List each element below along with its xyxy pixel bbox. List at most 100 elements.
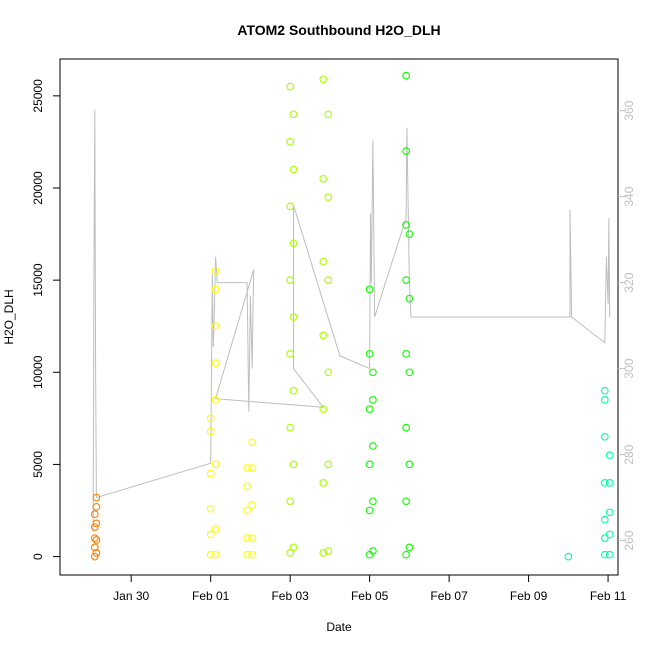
x-tick-label: Feb 11 [590,589,627,603]
data-point [286,138,295,146]
y2-tick-label: 320 [622,272,636,292]
data-point [402,423,410,432]
data-point [90,543,99,552]
data-point [369,442,377,450]
data-point [605,451,614,460]
data-point [92,536,101,544]
data-point [206,427,215,436]
data-point [211,460,220,469]
data-point [248,550,256,559]
y-tick-label: 15000 [31,263,45,297]
data-point [286,276,295,284]
data-point [564,552,573,561]
data-point [365,350,374,358]
data-point [243,550,251,559]
data-point [605,550,614,559]
data-point [211,359,220,367]
data-point [324,368,333,377]
y2-axis: 260 280 300 320 340 360 [618,100,636,551]
data-point [402,497,410,506]
data-point [600,515,609,524]
y-tick-label: 25000 [31,79,45,113]
series-4 [365,71,414,559]
y2-tick-label: 300 [622,358,636,378]
data-point [319,331,328,340]
data-point [405,294,414,303]
x-tick-label: Jan 30 [113,589,149,603]
y2-tick-label: 360 [622,100,636,120]
data-point [605,530,614,539]
data-point [402,276,410,284]
data-point [405,230,414,238]
data-point [211,322,220,331]
data-point [90,523,99,531]
data-point [365,506,374,515]
data-point [92,519,101,528]
x-tick-label: Feb 07 [430,589,468,603]
data-point [243,534,251,542]
data-point [211,550,220,559]
data-point [286,82,295,91]
data-point [92,549,101,557]
data-point [369,396,377,404]
data-point [405,368,414,377]
data-point [365,405,374,413]
data-point [243,464,251,472]
data-point [600,534,609,542]
data-points-layer [90,71,614,561]
data-point [289,165,298,174]
series-1 [90,493,101,561]
data-point [365,285,374,294]
y-axis-label: H2O_DLH [2,289,16,344]
data-point [600,432,609,441]
y2-tick-label: 340 [622,186,636,206]
data-point [402,550,410,559]
x-tick-label: Feb 09 [510,589,548,603]
x-tick-label: Feb 03 [271,589,309,603]
data-point [286,549,295,557]
data-point [248,534,256,542]
y-tick-label: 20000 [31,171,45,205]
data-point [289,460,298,469]
data-point [405,543,414,552]
data-point [90,552,99,561]
data-point [206,414,215,423]
data-point [605,508,614,517]
data-point [319,549,328,557]
x-axis: Jan 30 Feb 01 Feb 03 Feb 05 Feb 07 Feb 09 Feb … [113,575,627,603]
data-point [211,396,220,404]
data-point [211,525,220,533]
y-tick-label: 0 [31,553,45,560]
data-point [92,502,101,511]
data-point [324,276,333,284]
data-point [319,174,328,183]
data-point [600,550,609,559]
data-point [289,239,298,248]
data-point [286,350,295,358]
data-point [402,71,410,80]
data-point [243,482,251,491]
data-point [248,464,256,472]
data-point [365,460,374,469]
data-point [324,110,333,119]
data-point [289,386,298,395]
y2-tick-label: 260 [622,530,636,550]
data-point [369,497,377,506]
data-point [402,147,410,155]
data-point [206,504,215,513]
x-axis-label: Date [326,620,352,634]
data-point [402,221,410,229]
y-tick-label: 5000 [31,451,45,478]
chart-title: ATOM2 Southbound H2O_DLH [237,22,440,38]
plot-frame [59,58,619,576]
data-point [286,497,295,506]
data-point [289,313,298,321]
x-tick-label: Feb 01 [192,589,230,603]
data-point [248,438,256,447]
data-point [289,110,298,119]
data-point [206,530,215,539]
data-point [206,550,215,559]
y-axis: 0 5000 10000 15000 20000 25000 [31,79,60,560]
series-5 [564,386,614,561]
